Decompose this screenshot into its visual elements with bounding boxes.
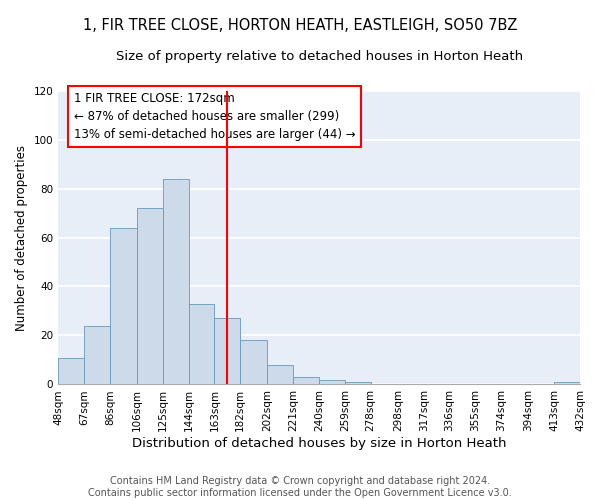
Bar [110, 228, 137, 384]
Title: Size of property relative to detached houses in Horton Heath: Size of property relative to detached ho… [116, 50, 523, 63]
Text: 1 FIR TREE CLOSE: 172sqm
← 87% of detached houses are smaller (299)
13% of semi-: 1 FIR TREE CLOSE: 172sqm ← 87% of detach… [74, 92, 355, 141]
Text: 1, FIR TREE CLOSE, HORTON HEATH, EASTLEIGH, SO50 7BZ: 1, FIR TREE CLOSE, HORTON HEATH, EASTLEI… [83, 18, 517, 32]
Bar [58, 358, 84, 384]
Bar [554, 382, 580, 384]
Text: Contains HM Land Registry data © Crown copyright and database right 2024.
Contai: Contains HM Land Registry data © Crown c… [88, 476, 512, 498]
Bar [240, 340, 268, 384]
Bar [188, 304, 214, 384]
Bar [214, 318, 240, 384]
Bar [293, 377, 319, 384]
Bar [345, 382, 371, 384]
Bar [163, 178, 188, 384]
Bar [84, 326, 110, 384]
Bar [268, 365, 293, 384]
X-axis label: Distribution of detached houses by size in Horton Heath: Distribution of detached houses by size … [132, 437, 506, 450]
Bar [137, 208, 163, 384]
Y-axis label: Number of detached properties: Number of detached properties [15, 144, 28, 330]
Bar [319, 380, 345, 384]
